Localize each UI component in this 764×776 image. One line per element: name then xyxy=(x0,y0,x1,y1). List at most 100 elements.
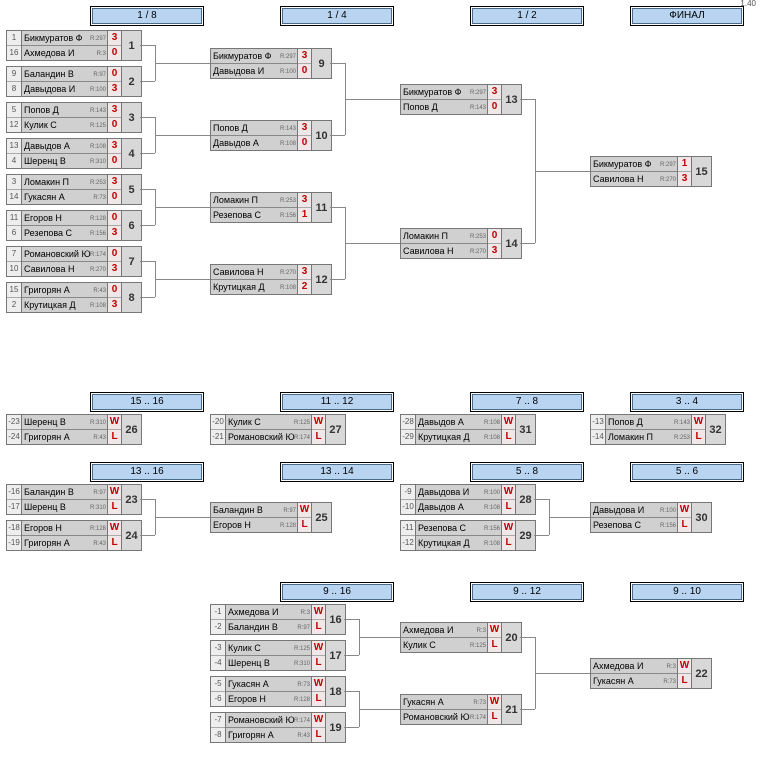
bracket-connector xyxy=(140,499,155,500)
match-number: 2 xyxy=(121,67,141,96)
player-rating: R:73 xyxy=(297,678,310,692)
player-cell: Кулик СR:125 xyxy=(401,638,487,652)
player-name: Шеренц В xyxy=(24,417,66,427)
player-rating: R:43 xyxy=(93,537,106,550)
match-box: Бикмуратов ФR:297Попов ДR:1433013 xyxy=(400,84,522,115)
player-rating: R:125 xyxy=(294,416,310,430)
player-name: Савилова Н xyxy=(403,246,453,256)
scores-column: WL xyxy=(311,677,325,706)
players-column: Егоров НR:128Григорян АR:43 xyxy=(21,521,107,550)
score-value: W xyxy=(108,521,121,536)
score-value: 0 xyxy=(108,118,121,132)
player-rating: R:100 xyxy=(660,504,676,518)
score-value: 0 xyxy=(108,211,121,226)
round-header-label: 15 .. 16 xyxy=(92,394,202,410)
player-cell: Григорян АR:43 xyxy=(22,283,107,298)
seed-value: -12 xyxy=(401,536,415,550)
seed-value: -6 xyxy=(211,692,225,706)
seed-column: -13-14 xyxy=(591,415,605,444)
player-cell: Ломакин ПR:253 xyxy=(401,229,487,244)
bracket-connector xyxy=(330,63,345,64)
match-number: 3 xyxy=(121,103,141,132)
player-cell: Крутицкая ДR:108 xyxy=(211,280,297,294)
match-number: 18 xyxy=(325,677,345,706)
players-column: Гукасян АR:73Егоров НR:128 xyxy=(225,677,311,706)
player-name: Романовский Ю xyxy=(403,712,470,722)
match-number: 32 xyxy=(705,415,725,444)
match-box: -23-24Шеренц ВR:310Григорян АR:43WL26 xyxy=(6,414,142,445)
seed-value: -4 xyxy=(211,656,225,670)
match-number: 6 xyxy=(121,211,141,240)
player-name: Давыдова И xyxy=(593,505,644,515)
player-name: Ахмедова И xyxy=(403,625,453,635)
seed-value: 6 xyxy=(7,226,21,240)
scores-column: 32 xyxy=(297,265,311,294)
score-value: 0 xyxy=(108,247,121,262)
player-name: Давыдов А xyxy=(418,417,464,427)
player-rating: R:310 xyxy=(294,657,310,670)
round-header-label: 13 .. 16 xyxy=(92,464,202,480)
players-column: Давыдов А R:108Крутицкая ДR:108 xyxy=(415,415,501,444)
match-box: 98Баландин ВR:97Давыдова ИR:100032 xyxy=(6,66,142,97)
match-box: Ахмедова ИR:3Гукасян АR:73WL22 xyxy=(590,658,712,689)
player-cell: Романовский ЮR:174 xyxy=(401,710,487,724)
player-cell: Ахмедова ИR:3 xyxy=(22,46,107,60)
player-rating: R:297 xyxy=(660,158,676,172)
bracket-connector xyxy=(330,279,345,280)
score-value: L xyxy=(108,500,121,514)
round-header-label: 9 .. 16 xyxy=(282,584,392,600)
scores-column: WL xyxy=(297,503,311,532)
match-box: 314Ломакин ПR:253Гукасян АR:73305 xyxy=(6,174,142,205)
player-cell: Гукасян АR:73 xyxy=(226,677,311,692)
round-header: 5 .. 6 xyxy=(630,462,744,482)
player-name: Давыдова И xyxy=(418,487,469,497)
seed-value: 9 xyxy=(7,67,21,82)
player-name: Кулик С xyxy=(228,417,261,427)
match-box: Бикмуратов ФR:297Давыдова ИR:100309 xyxy=(210,48,332,79)
player-cell: Крутицкая ДR:108 xyxy=(416,430,501,444)
match-number: 21 xyxy=(501,695,521,724)
seed-value: 8 xyxy=(7,82,21,96)
player-name: Резепова С xyxy=(213,210,261,220)
player-rating: R:108 xyxy=(484,431,500,444)
players-column: Романовский ЮR:174Григорян АR:43 xyxy=(225,713,311,742)
player-rating: R:97 xyxy=(297,621,310,634)
score-value: L xyxy=(502,500,515,514)
seed-value: 13 xyxy=(7,139,21,154)
players-column: Попов ДR:143Ломакин ПR:253 xyxy=(605,415,691,444)
score-value: 3 xyxy=(678,172,691,186)
seed-value: -11 xyxy=(401,521,415,536)
player-rating: R:143 xyxy=(470,101,486,114)
bracket-connector xyxy=(140,81,155,82)
player-cell: Романовский ЮR:174 xyxy=(226,430,311,444)
score-value: L xyxy=(298,518,311,532)
player-cell: Шеренц ВR:310 xyxy=(22,500,107,514)
seed-value: 14 xyxy=(7,190,21,204)
player-rating: R:3 xyxy=(97,47,106,60)
player-name: Романовский Ю xyxy=(24,249,91,259)
player-name: Резепова С xyxy=(24,228,72,238)
score-value: 3 xyxy=(108,139,121,154)
player-name: Кулик С xyxy=(228,643,261,653)
bracket-connector xyxy=(140,117,155,118)
round-header-label: 5 .. 8 xyxy=(472,464,582,480)
bracket-connector xyxy=(155,279,210,280)
bracket-connector xyxy=(345,99,400,100)
player-rating: R:270 xyxy=(90,263,106,276)
player-name: Шеренц В xyxy=(24,502,66,512)
scores-column: WL xyxy=(311,415,325,444)
players-column: Бикмуратов ФR:297Савилова НR:270 xyxy=(591,157,677,186)
player-rating: R:143 xyxy=(674,416,690,430)
players-column: Давыдов АR:108Шеренц ВR:310 xyxy=(21,139,107,168)
seed-value: -16 xyxy=(7,485,21,500)
seed-value: 1 xyxy=(7,31,21,46)
round-header-label: ФИНАЛ xyxy=(632,8,742,24)
scores-column: 30 xyxy=(297,49,311,78)
player-cell: Крутицкая ДR:108 xyxy=(416,536,501,550)
score-value: 0 xyxy=(108,190,121,204)
player-rating: R:108 xyxy=(280,137,296,150)
player-cell: Гукасян АR:73 xyxy=(591,674,677,688)
player-cell: Давыдова ИR:100 xyxy=(416,485,501,500)
bracket-connector xyxy=(140,535,155,536)
player-rating: R:3 xyxy=(301,606,310,620)
